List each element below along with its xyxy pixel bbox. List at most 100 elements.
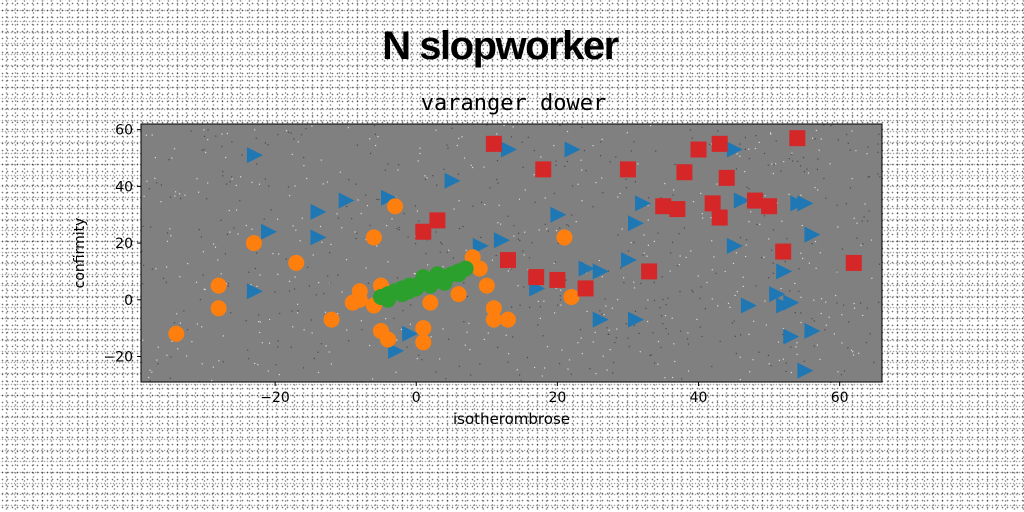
noise-speck [523, 286, 525, 288]
noise-speck [715, 272, 717, 274]
noise-speck [623, 277, 625, 279]
noise-speck [374, 133, 376, 135]
noise-speck [251, 181, 253, 183]
noise-speck [409, 323, 411, 325]
noise-speck [770, 133, 772, 135]
noise-speck [739, 379, 741, 381]
data-point [676, 164, 693, 181]
noise-speck [785, 362, 787, 364]
noise-speck [507, 215, 509, 217]
noise-speck [398, 229, 401, 231]
noise-speck [439, 358, 441, 360]
noise-speck [466, 295, 468, 297]
noise-speck [878, 263, 881, 265]
noise-speck [524, 189, 526, 191]
noise-speck [330, 243, 332, 245]
noise-speck [155, 268, 157, 270]
noise-speck [600, 155, 602, 157]
noise-speck [346, 329, 348, 331]
noise-speck [862, 243, 864, 245]
noise-speck [385, 318, 387, 320]
noise-speck [486, 124, 488, 126]
noise-speck [154, 157, 156, 159]
noise-speck [293, 138, 295, 140]
noise-speck [146, 180, 148, 182]
noise-speck [337, 313, 339, 315]
noise-speck [245, 224, 247, 227]
noise-speck [212, 366, 214, 368]
data-point [845, 254, 862, 271]
noise-speck [803, 360, 805, 362]
noise-speck [528, 257, 531, 259]
data-point [628, 215, 644, 232]
noise-speck [519, 374, 521, 376]
noise-speck [527, 268, 529, 271]
noise-speck [864, 203, 866, 205]
noise-speck [231, 178, 233, 180]
noise-speck [700, 192, 702, 194]
noise-speck [436, 184, 438, 186]
noise-speck [711, 240, 713, 242]
noise-speck [354, 231, 356, 233]
noise-speck [786, 238, 788, 240]
noise-speck [581, 200, 583, 202]
noise-speck [341, 291, 343, 293]
noise-speck [257, 364, 259, 366]
noise-speck [470, 374, 472, 376]
noise-speck [866, 153, 868, 155]
noise-speck [744, 136, 746, 139]
noise-speck [559, 299, 562, 301]
y-tick-label: 20 [115, 236, 133, 252]
noise-speck [376, 198, 378, 200]
noise-speck [709, 143, 711, 145]
noise-speck [542, 335, 544, 337]
noise-speck [440, 242, 442, 244]
noise-speck [701, 335, 703, 338]
noise-speck [169, 228, 171, 230]
noise-speck [517, 285, 519, 287]
noise-speck [267, 370, 269, 372]
noise-speck [451, 127, 453, 129]
noise-speck [226, 233, 228, 236]
data-point [288, 254, 305, 271]
noise-speck [625, 178, 627, 180]
noise-speck [734, 335, 736, 337]
noise-speck [374, 125, 376, 127]
noise-speck [647, 299, 649, 301]
noise-speck [310, 319, 312, 321]
noise-speck [269, 318, 271, 321]
noise-speck [211, 379, 213, 382]
noise-speck [339, 171, 341, 173]
noise-speck [301, 217, 303, 219]
noise-speck [142, 283, 144, 285]
noise-speck [655, 150, 657, 152]
noise-speck [716, 183, 718, 185]
noise-speck [503, 124, 505, 126]
noise-speck [398, 164, 400, 166]
noise-speck [290, 132, 292, 134]
noise-speck [458, 227, 461, 230]
noise-speck [336, 213, 338, 215]
noise-speck [518, 198, 521, 200]
noise-speck [733, 320, 735, 322]
data-point [422, 294, 439, 311]
noise-speck [823, 124, 825, 126]
noise-speck [526, 356, 528, 359]
noise-speck [156, 359, 158, 361]
noise-speck [564, 165, 566, 167]
noise-speck [305, 128, 307, 130]
data-point [310, 229, 327, 246]
noise-speck [365, 194, 367, 196]
noise-speck [400, 328, 403, 330]
noise-speck [559, 124, 561, 126]
noise-speck [681, 378, 683, 380]
noise-speck [744, 171, 746, 173]
noise-speck [735, 168, 737, 170]
noise-speck [315, 294, 317, 296]
noise-speck [143, 195, 145, 197]
noise-speck [497, 222, 499, 224]
noise-speck [233, 227, 235, 229]
noise-speck [311, 332, 313, 334]
noise-speck [288, 290, 291, 292]
noise-speck [788, 193, 790, 195]
